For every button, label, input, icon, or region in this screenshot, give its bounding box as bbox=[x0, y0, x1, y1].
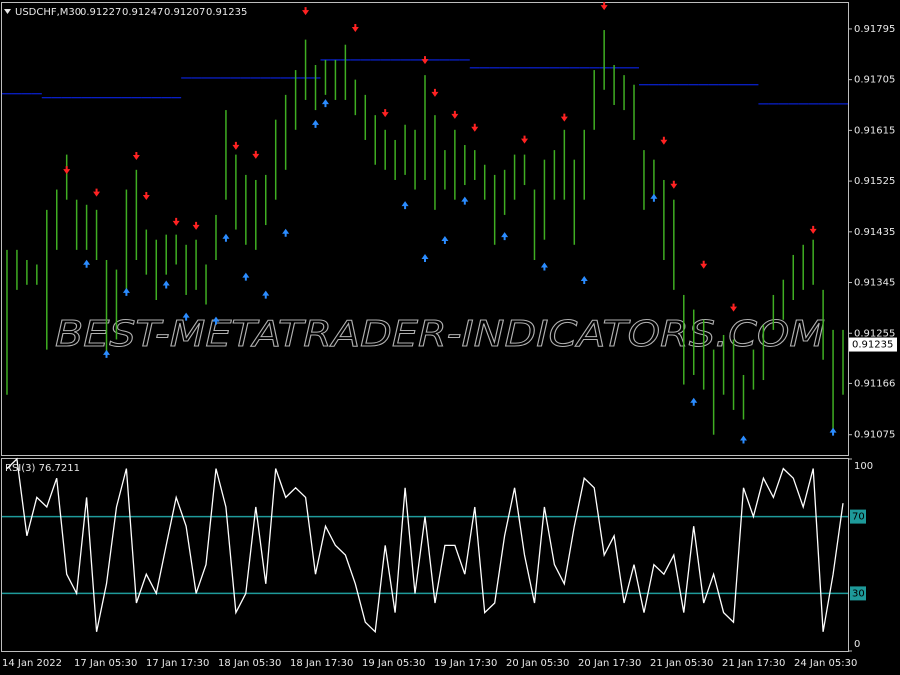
sell-arrow bbox=[521, 135, 529, 144]
ohlc-value: 0.91235 bbox=[206, 7, 247, 18]
y-tick-label: 0.91795 bbox=[854, 24, 895, 35]
sell-arrow bbox=[730, 303, 738, 312]
symbol-menu-triangle[interactable] bbox=[4, 9, 11, 14]
sell-arrow bbox=[431, 88, 439, 97]
x-tick-label: 17 Jan 05:30 bbox=[74, 658, 137, 669]
y-tick-label: 0.91615 bbox=[854, 125, 895, 136]
x-tick-label: 20 Jan 05:30 bbox=[506, 658, 569, 669]
x-tick-label: 17 Jan 17:30 bbox=[146, 658, 209, 669]
buy-arrow bbox=[441, 236, 449, 245]
watermark: BEST-METATRADER-INDICATORS.COM bbox=[55, 314, 825, 355]
y-tick-label: 0.91435 bbox=[854, 227, 895, 238]
sell-arrow bbox=[302, 7, 310, 16]
y-tick-label: 0.91705 bbox=[854, 75, 895, 86]
buy-arrow bbox=[182, 312, 190, 321]
sell-arrow bbox=[600, 2, 608, 11]
buy-arrow bbox=[421, 254, 429, 263]
y-tick-label: 100 bbox=[854, 461, 873, 472]
buy-arrow bbox=[321, 99, 329, 108]
buy-arrow bbox=[103, 349, 111, 358]
level-label: 30 bbox=[852, 588, 865, 599]
buy-arrow bbox=[540, 262, 548, 271]
y-tick-label: 0 bbox=[854, 639, 860, 650]
indicator-title: RSI(3) 76.7211 bbox=[5, 463, 80, 474]
symbol-title: USDCHF,M30 bbox=[15, 7, 81, 18]
x-tick-label: 14 Jan 2022 bbox=[2, 658, 62, 669]
y-tick-label: 0.91075 bbox=[854, 430, 895, 441]
sell-arrow bbox=[93, 188, 101, 197]
buy-arrow bbox=[222, 233, 230, 242]
x-tick-label: 19 Jan 05:30 bbox=[362, 658, 425, 669]
buy-arrow bbox=[262, 290, 270, 299]
sell-arrow bbox=[232, 141, 240, 150]
buy-arrow bbox=[312, 119, 320, 128]
buy-arrow bbox=[580, 276, 588, 285]
rsi-panel-frame bbox=[1, 458, 849, 652]
sell-arrow bbox=[142, 192, 150, 201]
buy-arrow bbox=[461, 196, 469, 205]
buy-arrow bbox=[242, 272, 250, 281]
x-tick-label: 18 Jan 05:30 bbox=[218, 658, 281, 669]
y-tick-label: 0.91166 bbox=[854, 378, 895, 389]
sell-arrow bbox=[252, 150, 260, 159]
last-price-box bbox=[849, 337, 897, 352]
sell-arrow bbox=[660, 136, 668, 145]
sell-arrow bbox=[172, 217, 180, 226]
sell-arrow bbox=[351, 24, 359, 33]
rsi-line bbox=[6, 457, 844, 634]
y-tick-label: 0.91525 bbox=[854, 176, 895, 187]
price-panel-frame bbox=[1, 2, 849, 456]
sell-arrow bbox=[421, 56, 429, 65]
sell-arrow bbox=[192, 221, 200, 230]
level-label-box bbox=[850, 586, 866, 601]
sell-arrow bbox=[809, 225, 817, 234]
y-tick-label: 0.91345 bbox=[854, 278, 895, 289]
buy-arrow bbox=[690, 397, 698, 406]
buy-arrow bbox=[501, 232, 509, 241]
level-label-box bbox=[850, 509, 866, 524]
y-tick-label: 0.91255 bbox=[854, 328, 895, 339]
sell-arrow bbox=[471, 123, 479, 132]
buy-arrow bbox=[162, 280, 170, 289]
sell-arrow bbox=[700, 260, 708, 269]
buy-arrow bbox=[739, 435, 747, 444]
buy-arrow bbox=[122, 287, 130, 296]
ohlc-value: 0.91247 bbox=[122, 7, 163, 18]
x-tick-label: 19 Jan 17:30 bbox=[434, 658, 497, 669]
sell-arrow bbox=[63, 166, 71, 175]
level-label: 70 bbox=[852, 512, 865, 523]
sell-arrow bbox=[381, 109, 389, 118]
buy-arrow bbox=[650, 193, 658, 202]
x-tick-label: 21 Jan 05:30 bbox=[650, 658, 713, 669]
x-tick-label: 20 Jan 17:30 bbox=[578, 658, 641, 669]
sell-arrow bbox=[132, 151, 140, 160]
buy-arrow bbox=[401, 201, 409, 210]
ohlc-value: 0.91227 bbox=[80, 7, 121, 18]
x-tick-label: 21 Jan 17:30 bbox=[722, 658, 785, 669]
sell-arrow bbox=[560, 113, 568, 122]
x-tick-label: 18 Jan 17:30 bbox=[290, 658, 353, 669]
sell-arrow bbox=[451, 110, 459, 119]
x-tick-label: 24 Jan 05:30 bbox=[794, 658, 857, 669]
buy-arrow bbox=[83, 259, 91, 268]
buy-arrow bbox=[829, 427, 837, 436]
ohlc-value: 0.91207 bbox=[164, 7, 205, 18]
sell-arrow bbox=[670, 180, 678, 189]
buy-arrow bbox=[212, 316, 220, 325]
last-price-label: 0.91235 bbox=[852, 340, 893, 351]
buy-arrow bbox=[282, 228, 290, 237]
